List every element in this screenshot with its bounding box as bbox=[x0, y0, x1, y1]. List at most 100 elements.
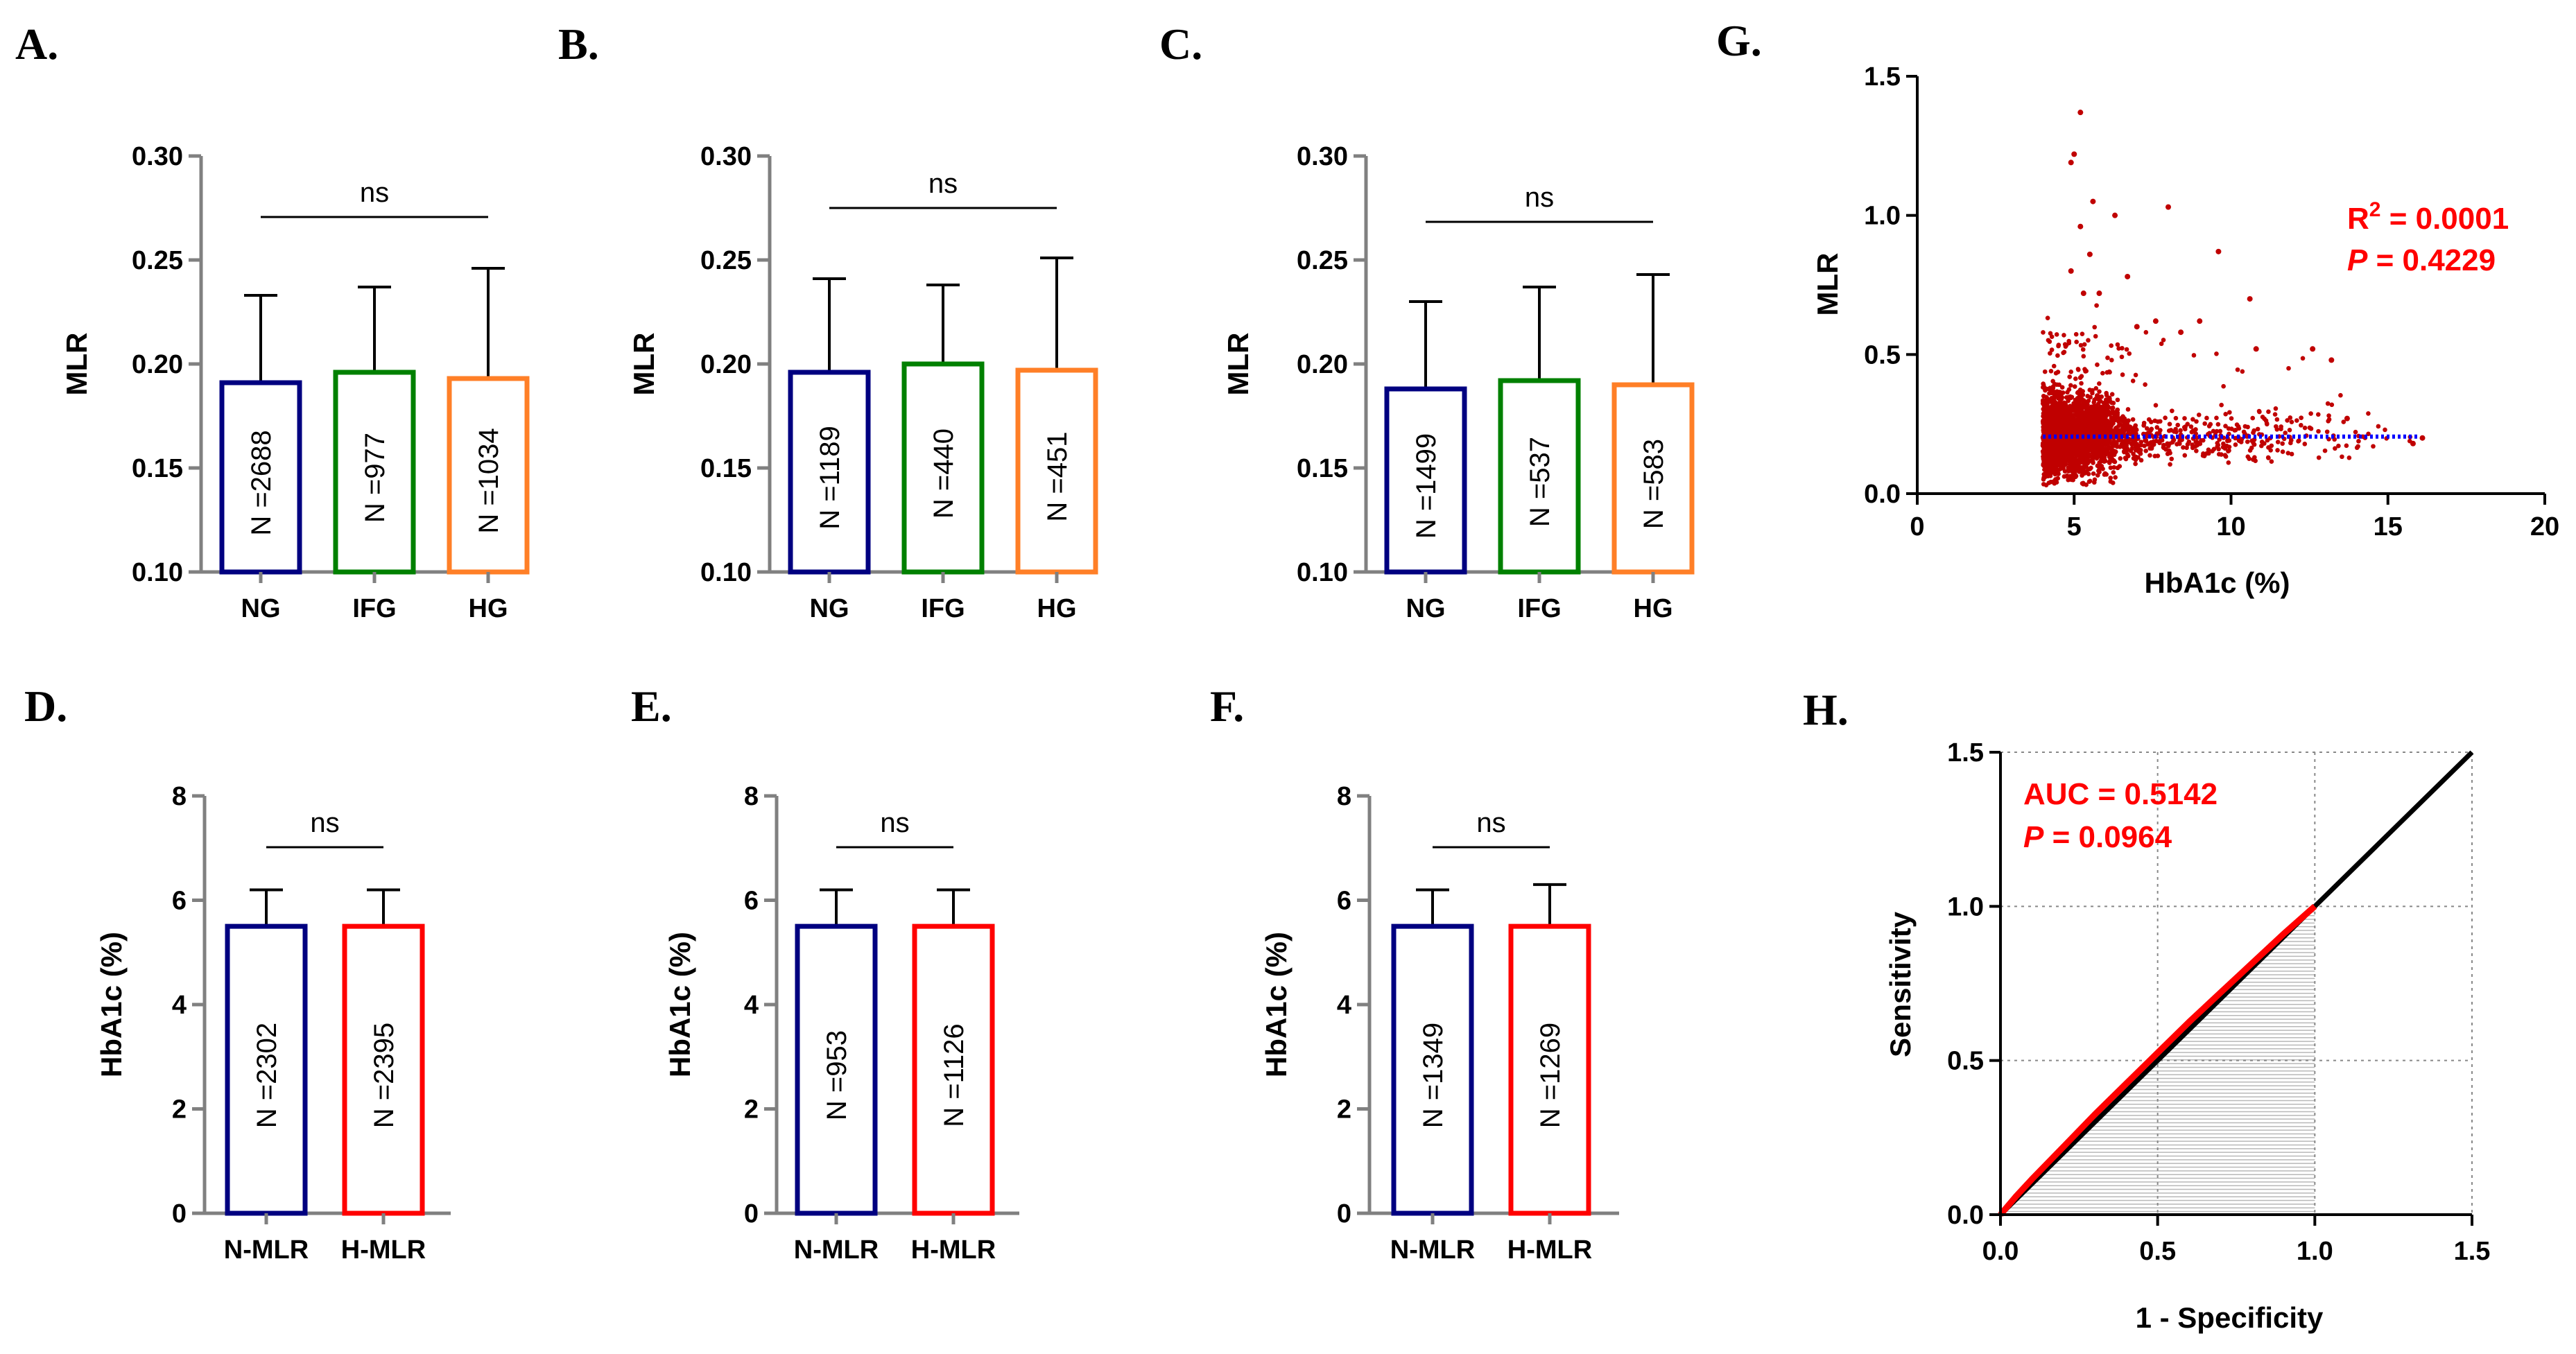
scatter-point bbox=[2338, 392, 2343, 398]
scatter-point bbox=[2177, 439, 2182, 444]
scatter-point bbox=[2099, 394, 2104, 399]
scatter-point bbox=[2081, 354, 2086, 359]
scatter-point bbox=[2062, 405, 2067, 410]
x-tick-label: IFG bbox=[352, 594, 396, 623]
scatter-point bbox=[2344, 443, 2349, 449]
scatter-point bbox=[2104, 446, 2109, 452]
scatter-point bbox=[2310, 346, 2316, 352]
scatter-point bbox=[2366, 411, 2371, 416]
scatter-point bbox=[2245, 439, 2250, 444]
x-tick-label: HG bbox=[1037, 594, 1077, 623]
scatter-point bbox=[2083, 458, 2089, 464]
scatter-point bbox=[2109, 415, 2115, 421]
y-tick-label: 0.25 bbox=[1297, 246, 1348, 275]
scatter-point bbox=[2069, 394, 2075, 400]
p-value-prefix: P bbox=[2347, 243, 2368, 277]
scatter-point bbox=[2279, 426, 2283, 432]
scatter-point bbox=[2068, 383, 2073, 388]
scatter-point bbox=[2102, 405, 2107, 410]
auc-label: AUC = 0.5142 bbox=[2023, 777, 2218, 811]
scatter-point bbox=[2081, 480, 2086, 486]
scatter-point bbox=[2077, 110, 2084, 116]
scatter-point bbox=[2269, 443, 2274, 449]
scatter-point bbox=[2286, 365, 2291, 371]
scatter-point bbox=[2153, 403, 2159, 408]
scatter-point bbox=[2206, 431, 2211, 437]
y-tick-label: 0.20 bbox=[700, 350, 752, 379]
scatter-point bbox=[2061, 350, 2066, 356]
scatter-point bbox=[2410, 440, 2416, 446]
y-axis-label: MLR bbox=[1222, 333, 1254, 396]
scatter-point bbox=[2066, 446, 2072, 451]
scatter-point bbox=[2181, 425, 2187, 430]
scatter-point bbox=[2053, 467, 2058, 472]
scatter-point bbox=[2118, 456, 2123, 461]
scatter-point bbox=[2068, 369, 2074, 374]
scatter-point bbox=[2117, 464, 2123, 469]
y-tick-label: 0.5 bbox=[1947, 1047, 1984, 1076]
scatter-point bbox=[2326, 417, 2332, 422]
y-tick-label: 0 bbox=[744, 1199, 759, 1229]
y-tick-label: 0.30 bbox=[700, 142, 752, 171]
panel-letter: E. bbox=[631, 682, 672, 731]
scatter-point bbox=[2275, 440, 2281, 444]
scatter-point bbox=[2175, 442, 2179, 447]
scatter-point bbox=[2232, 428, 2237, 433]
x-tick-label: 0.5 bbox=[2139, 1237, 2176, 1266]
scatter-point bbox=[2214, 351, 2219, 356]
scatter-point bbox=[2056, 343, 2061, 349]
scatter-point bbox=[2149, 426, 2154, 432]
bar-hg bbox=[1015, 367, 1098, 575]
scatter-point bbox=[2058, 398, 2063, 403]
bar-hg bbox=[447, 376, 530, 575]
scatter-point bbox=[2067, 374, 2073, 379]
scatter-point bbox=[2329, 402, 2335, 408]
scatter-point bbox=[2100, 451, 2104, 455]
y-tick-label: 8 bbox=[172, 782, 187, 811]
scatter-point bbox=[2143, 382, 2147, 387]
scatter-point bbox=[2045, 398, 2050, 403]
x-tick-label: 1.0 bbox=[2297, 1237, 2333, 1266]
scatter-point bbox=[2226, 460, 2231, 465]
scatter-point bbox=[2105, 408, 2111, 414]
scatter-point bbox=[2103, 458, 2108, 464]
scatter-point bbox=[2137, 448, 2143, 453]
significance-label: ns bbox=[1476, 808, 1505, 838]
scatter-point bbox=[2266, 409, 2271, 415]
scatter-point bbox=[2143, 437, 2149, 443]
scatter-point bbox=[2046, 409, 2051, 414]
scatter-point bbox=[2128, 448, 2134, 453]
panel-letter: A. bbox=[15, 19, 58, 69]
scatter-point bbox=[2253, 346, 2259, 352]
scatter-point bbox=[2056, 415, 2061, 420]
scatter-point bbox=[2048, 331, 2053, 336]
scatter-point bbox=[2066, 394, 2071, 400]
scatter-point bbox=[2102, 472, 2107, 477]
n-label: N =1126 bbox=[939, 1023, 969, 1127]
n-label: N =451 bbox=[1042, 431, 1073, 521]
scatter-point bbox=[2080, 290, 2086, 297]
scatter-point bbox=[2169, 456, 2175, 462]
scatter-point bbox=[2086, 338, 2091, 343]
scatter-point bbox=[2101, 421, 2107, 426]
scatter-point bbox=[2222, 446, 2228, 451]
scatter-point bbox=[2090, 405, 2095, 410]
scatter-point bbox=[2119, 354, 2125, 360]
scatter-point bbox=[2126, 418, 2131, 424]
scatter-point bbox=[2214, 428, 2220, 434]
scatter-point bbox=[2042, 471, 2048, 477]
bar-h-mlr bbox=[912, 923, 995, 1216]
scatter-point bbox=[2087, 478, 2093, 484]
x-tick-label: HG bbox=[469, 594, 508, 623]
scatter-point bbox=[2048, 388, 2053, 392]
scatter-point bbox=[2186, 439, 2192, 444]
scatter-point bbox=[2163, 415, 2168, 421]
scatter-point bbox=[2074, 339, 2079, 345]
scatter-point bbox=[2077, 419, 2082, 425]
scatter-point bbox=[2116, 423, 2121, 428]
scatter-point bbox=[2371, 444, 2376, 449]
panel-g: G. 0.0 0.5 1.0 1.5 0 5 10 15 20 HbA1c (%) MLR R2 = 0… bbox=[1716, 16, 2559, 599]
bar-h-mlr bbox=[1508, 923, 1591, 1216]
scatter-point bbox=[2115, 342, 2120, 347]
scatter-point bbox=[2272, 412, 2278, 417]
